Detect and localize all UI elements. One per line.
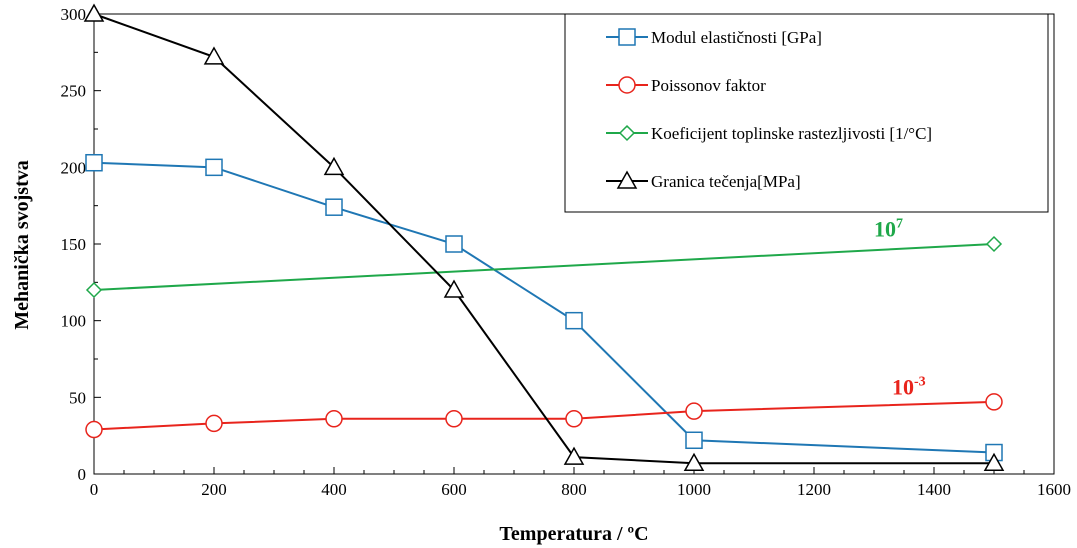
x-axis-title: Temperatura / ºC	[499, 523, 648, 545]
y-axis-ticks: 0 50 100 150 200 250 300	[61, 5, 101, 484]
data-point	[205, 158, 223, 177]
legend-marker	[618, 28, 636, 46]
legend-item-1: Poissonov faktor	[606, 76, 766, 95]
legend-label: Modul elastičnosti [GPa]	[651, 28, 822, 47]
legend-label: Granica tečenja[MPa]	[651, 172, 801, 191]
x-tick-label: 200	[201, 480, 227, 499]
data-point	[565, 311, 583, 330]
data-point	[325, 410, 343, 428]
series-0	[85, 153, 1003, 462]
legend-marker	[618, 76, 636, 94]
series-2	[85, 235, 1003, 299]
scale-annotation: 107	[874, 216, 903, 241]
data-point	[985, 393, 1003, 411]
x-axis-ticks: 0 200 400 600 800 1000 1200 1400 1600	[90, 467, 1071, 499]
x-tick-label: 400	[321, 480, 347, 499]
legend-item-2: Koeficijent toplinske rastezljivosti [1/…	[606, 124, 932, 143]
legend-marker	[618, 124, 636, 142]
y-tick-label: 150	[61, 235, 87, 254]
legend: Modul elastičnosti [GPa] Poissonov faktor…	[564, 13, 1049, 213]
y-tick-label: 250	[61, 82, 87, 101]
series-line	[93, 243, 995, 291]
data-point	[323, 156, 345, 176]
x-tick-label: 600	[441, 480, 467, 499]
data-point	[565, 410, 583, 428]
series-1	[85, 393, 1003, 439]
legend-label: Poissonov faktor	[651, 76, 766, 95]
legend-item-3: Granica tečenja[MPa]	[606, 170, 801, 191]
data-point	[203, 46, 225, 65]
y-tick-label: 50	[69, 388, 86, 407]
data-point	[85, 153, 103, 172]
legend-item-0: Modul elastičnosti [GPa]	[606, 28, 822, 47]
x-tick-label: 1200	[797, 480, 831, 499]
x-tick-label: 800	[561, 480, 587, 499]
data-point	[445, 410, 463, 428]
scale-annotation: 10-3	[892, 374, 926, 399]
data-point	[985, 235, 1003, 253]
y-tick-label: 0	[78, 465, 87, 484]
data-point	[85, 281, 103, 299]
data-point	[563, 446, 585, 465]
annotations: 107 10-3	[874, 216, 926, 399]
data-point	[983, 452, 1005, 472]
y-tick-label: 300	[61, 5, 87, 24]
data-point	[443, 279, 465, 298]
data-point	[85, 420, 103, 439]
data-point	[445, 235, 463, 253]
legend-label: Koeficijent toplinske rastezljivosti [1/…	[651, 124, 932, 143]
legend-box	[564, 13, 1049, 213]
data-point	[205, 414, 223, 433]
x-tick-label: 0	[90, 480, 99, 499]
y-tick-label: 100	[61, 312, 87, 331]
data-point	[685, 431, 703, 450]
x-tick-label: 1400	[917, 480, 951, 499]
series-3	[83, 3, 1005, 472]
y-tick-label: 200	[61, 158, 87, 177]
data-point	[83, 3, 105, 22]
data-point	[683, 452, 705, 472]
x-tick-label: 1600	[1037, 480, 1071, 499]
y-axis-title: Mehanička svojstva	[11, 160, 33, 329]
data-point	[325, 198, 343, 216]
data-point	[685, 402, 703, 420]
x-tick-label: 1000	[677, 480, 711, 499]
series-layer	[83, 3, 1005, 472]
legend-marker	[616, 170, 638, 189]
